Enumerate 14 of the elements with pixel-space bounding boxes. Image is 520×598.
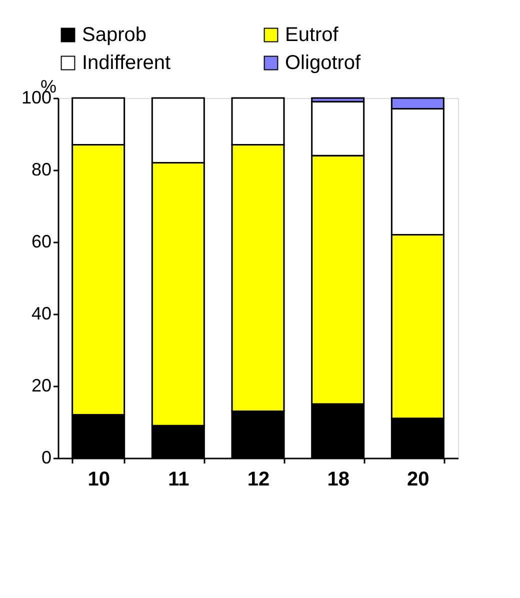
x-tick-label: 12 — [247, 468, 270, 490]
y-tick-label: 0 — [41, 448, 52, 468]
legend-label: Saprob — [82, 24, 146, 46]
y-tick-label: 20 — [31, 376, 52, 396]
x-tick-label: 10 — [88, 468, 110, 490]
x-tick-label: 11 — [168, 468, 190, 490]
y-tick-label: 80 — [31, 160, 52, 180]
legend-label: Indifferent — [82, 52, 172, 74]
legend-label: Oligotrof — [285, 52, 362, 74]
y-tick-label: 60 — [31, 232, 52, 252]
legend-label: Eutrof — [285, 24, 339, 46]
x-tick-label: 18 — [327, 468, 350, 490]
x-tick-label: 20 — [407, 468, 430, 490]
y-tick-label: 40 — [31, 304, 52, 324]
